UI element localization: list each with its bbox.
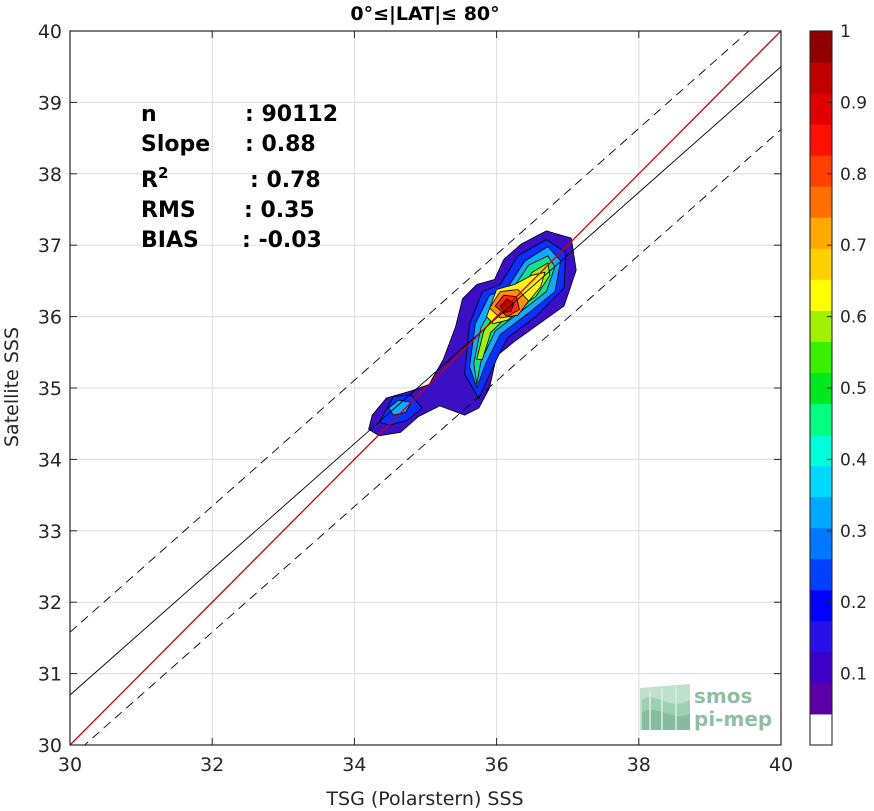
y-tick-label: 33 <box>38 521 62 543</box>
colorbar-band <box>810 310 832 342</box>
colorbar-band <box>810 217 832 249</box>
stat-value: : 90112 <box>245 102 338 127</box>
colorbar-band <box>810 62 832 94</box>
colorbar-tick-label: 0.9 <box>840 93 867 113</box>
stat-value: : 0.78 <box>250 168 321 193</box>
x-tick-label: 30 <box>58 754 82 776</box>
y-tick-label: 36 <box>38 307 62 329</box>
colorbar-band <box>810 434 832 467</box>
logo-line-1: smos <box>694 684 752 708</box>
y-tick-label: 34 <box>38 449 62 471</box>
regression-line <box>70 66 781 696</box>
colorbar-band <box>810 496 832 529</box>
stat-value: : 0.35 <box>244 198 315 223</box>
x-tick-label: 34 <box>342 754 366 776</box>
colorbar-band <box>810 93 832 125</box>
colorbar-tick-label: 0.5 <box>840 379 867 399</box>
colorbar-band <box>810 279 832 311</box>
regression-lines <box>70 31 781 745</box>
colorbar-tick-label: 1 <box>840 22 851 42</box>
colorbar-tick-label: 0.2 <box>840 593 867 613</box>
smos-pi-mep-logo: smos pi-mep <box>640 684 772 731</box>
colorbar-band <box>810 589 832 622</box>
x-tick-label: 38 <box>627 754 651 776</box>
colorbar-tick-label: 0.6 <box>840 308 867 328</box>
y-tick-label: 31 <box>38 664 62 686</box>
colorbar-band <box>810 465 832 498</box>
colorbar-band <box>810 558 832 591</box>
x-tick-label: 40 <box>769 754 793 776</box>
stat-label: n <box>141 102 157 127</box>
density-contour-0.3 <box>388 399 412 416</box>
stat-superscript: 2 <box>158 164 168 182</box>
colorbar-band <box>810 713 832 746</box>
axis-ticks: 30 32 34 36 38 40 30 31 32 33 34 35 36 37 38 39 40 <box>38 21 793 776</box>
colorbar-band <box>810 682 832 715</box>
y-tick-label: 38 <box>38 164 62 186</box>
colorbar-band <box>810 31 832 63</box>
colorbar-tick-label: 0.1 <box>840 665 867 685</box>
colorbar: 0.1 0.2 0.3 0.4 0.5 0.6 0.7 0.8 0.9 1 <box>809 22 867 746</box>
stat-label: Slope <box>141 132 210 157</box>
stat-value: : -0.03 <box>242 228 322 253</box>
x-axis-label: TSG (Polarstern) SSS <box>325 788 523 810</box>
chart-title: 0°≤|LAT|≤ 80° <box>350 3 499 25</box>
colorbar-band <box>810 155 832 187</box>
colorbar-band <box>810 341 832 373</box>
lower-bound-line <box>83 129 781 745</box>
colorbar-band <box>810 248 832 280</box>
identity-line <box>70 31 781 745</box>
stat-value: : 0.88 <box>245 132 316 157</box>
x-tick-label: 32 <box>200 754 224 776</box>
colorbar-band <box>810 620 832 653</box>
colorbar-band <box>810 124 832 156</box>
y-tick-label: 39 <box>38 92 62 114</box>
colorbar-tick-label: 0.8 <box>840 165 867 185</box>
y-tick-label: 35 <box>38 378 62 400</box>
colorbar-band <box>810 186 832 218</box>
x-tick-label: 36 <box>485 754 509 776</box>
colorbar-band <box>810 372 832 405</box>
y-tick-label: 37 <box>38 235 62 257</box>
colorbar-tick-label: 0.3 <box>840 522 867 542</box>
grid-lines <box>69 30 782 746</box>
y-axis-label: Satellite SSS <box>1 327 23 447</box>
logo-icon <box>640 684 690 730</box>
y-tick-label: 32 <box>38 592 62 614</box>
y-tick-label: 30 <box>38 735 62 757</box>
colorbar-band <box>810 527 832 560</box>
colorbar-band <box>810 651 832 684</box>
stat-label: RMS <box>141 198 196 223</box>
upper-bound-line <box>70 31 750 633</box>
logo-line-2: pi-mep <box>694 707 772 731</box>
colorbar-tick-label: 0.7 <box>840 236 867 256</box>
colorbar-band <box>810 403 832 436</box>
stat-label: BIAS <box>141 228 199 253</box>
y-tick-label: 40 <box>38 21 62 43</box>
colorbar-tick-label: 0.4 <box>840 450 867 470</box>
